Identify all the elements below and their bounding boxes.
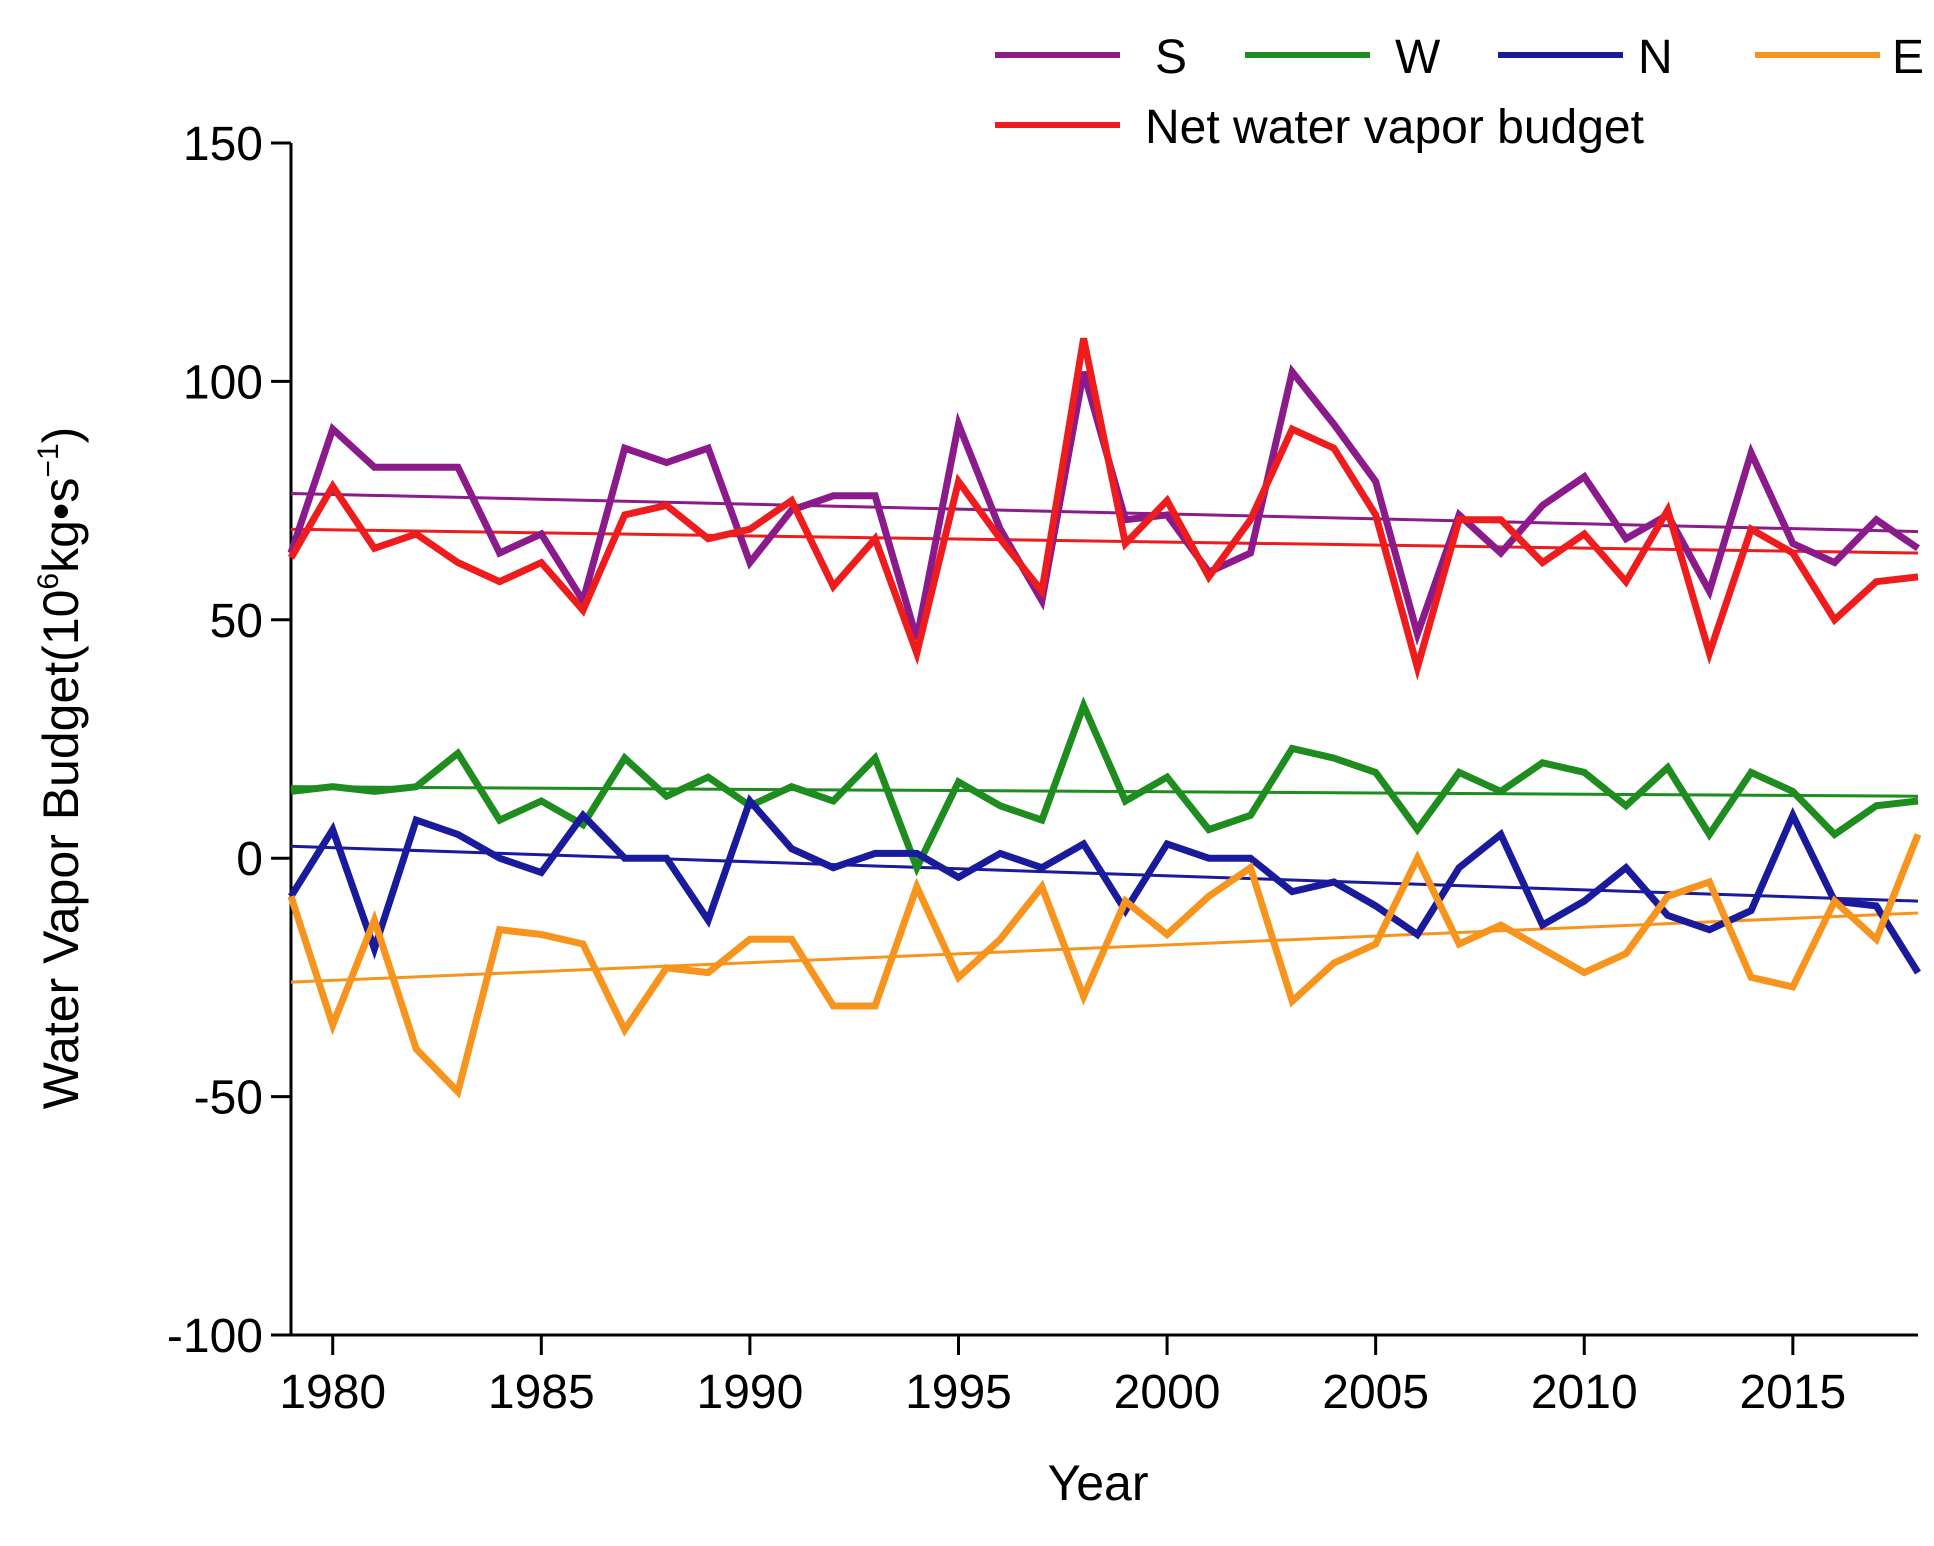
x-tick-label: 1995 — [905, 1366, 1012, 1419]
legend-label-e: E — [1892, 31, 1924, 84]
y-tick-label: 150 — [183, 118, 263, 171]
y-axis-title: Water Vapor Budget(106kg•s−1) — [32, 427, 89, 1110]
series-line-w — [290, 696, 1919, 877]
y-axis-title-units: kg•s — [33, 478, 89, 573]
y-axis-title-close: ) — [33, 427, 89, 444]
x-tick-label: 2010 — [1531, 1366, 1638, 1419]
legend-label-s: S — [1155, 31, 1187, 84]
series-line-net-water-vapor-budget — [287, 337, 1919, 681]
x-tick-label: 2000 — [1114, 1366, 1221, 1419]
series-line-e — [287, 833, 1922, 1099]
x-tick-label: 1985 — [488, 1366, 595, 1419]
x-tick-label: 2015 — [1739, 1366, 1846, 1419]
legend-label-n: N — [1638, 31, 1673, 84]
x-tick-label: 2005 — [1322, 1366, 1429, 1419]
y-axis-title-main: Water Vapor Budget(10 — [33, 590, 89, 1110]
axes: -100 -50 0 50 100 150 1980 1985 1990 1995 2000 2005… — [167, 118, 1918, 1419]
legend-label-net: Net water vapor budget — [1145, 101, 1644, 154]
x-axis-title: Year — [1047, 1455, 1148, 1511]
y-tick-label: -100 — [167, 1310, 263, 1363]
x-tick-label: 1980 — [279, 1366, 386, 1419]
y-tick-label: 0 — [236, 833, 263, 886]
series-layer — [287, 337, 1922, 1099]
legend: S W N E Net water vapor budget — [995, 31, 1924, 154]
y-axis-title-exp: 6 — [32, 573, 65, 590]
y-axis-title-units-exp: −1 — [32, 443, 65, 477]
series-line-s — [287, 364, 1920, 646]
legend-label-w: W — [1395, 31, 1441, 84]
y-tick-label: -50 — [194, 1072, 263, 1125]
trend-line-w — [290, 785, 1919, 798]
x-tick-label: 1990 — [697, 1366, 804, 1419]
y-tick-label: 50 — [210, 595, 263, 648]
series-line-n — [288, 794, 1921, 975]
y-tick-label: 100 — [183, 356, 263, 409]
